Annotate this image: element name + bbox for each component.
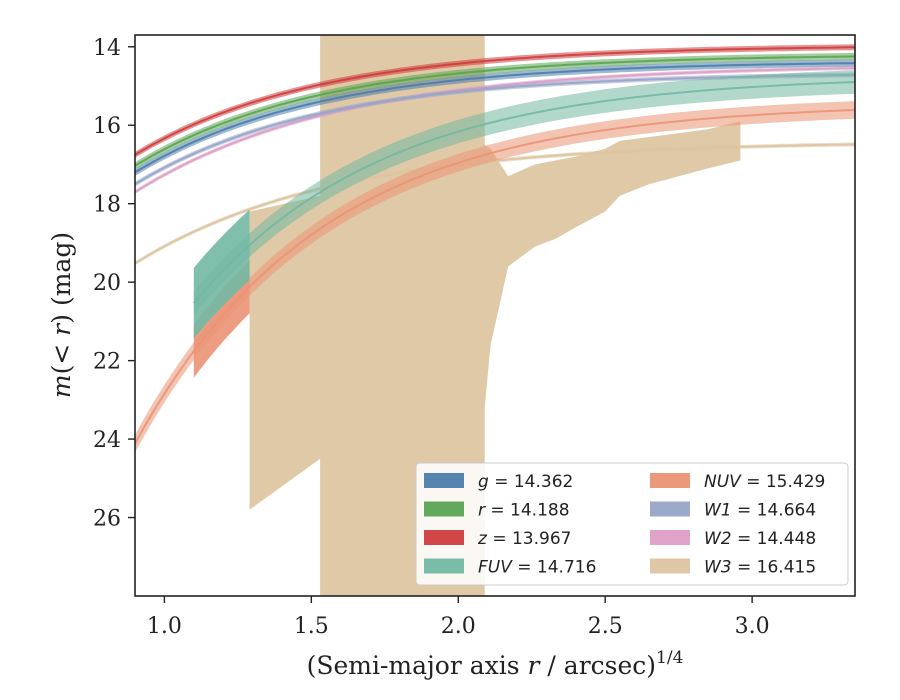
series-line-r	[135, 55, 855, 167]
x-tick-label: 2.5	[588, 614, 623, 639]
x-axis-label-var: r	[528, 651, 542, 680]
legend-swatch-w2	[650, 530, 690, 545]
y-tick-label: 18	[93, 193, 121, 218]
y-axis-label-var: r	[47, 322, 76, 336]
x-axis-label-exp: 1/4	[656, 648, 683, 668]
x-axis-label-main: (Semi-major axis	[307, 651, 528, 680]
legend-label-z: z = 13.967	[477, 529, 571, 549]
y-tick-label: 22	[93, 350, 121, 375]
legend: g = 14.362 r = 14.188 z = 13.967 FUV = 14.7…	[415, 462, 849, 586]
series-line-g	[135, 62, 855, 174]
plot-frame	[134, 34, 856, 597]
x-tick-label: 1.5	[294, 614, 329, 639]
y-axis-label: m(< r) (mag)	[47, 232, 76, 398]
legend-swatch-fuv	[424, 558, 464, 574]
legend-box	[415, 462, 849, 586]
legend-label-r: r = 14.188	[478, 501, 570, 521]
legend-label-nuv: NUV = 15.429	[704, 472, 825, 492]
legend-label-fuv: FUV = 14.716	[478, 558, 596, 578]
y-tick-label: 14	[93, 36, 121, 61]
series-line-z	[135, 46, 855, 156]
x-tick-label: 1.0	[147, 614, 182, 639]
series-line-fuv	[193, 81, 855, 304]
y-tick-label: 24	[93, 428, 121, 453]
x-axis-label-tail: / arcsec)	[539, 651, 656, 680]
legend-label-w2: W2 = 14.448	[704, 529, 816, 549]
series-layer	[135, 35, 855, 596]
legend-swatch-g	[424, 473, 464, 488]
legend-swatch-w3	[650, 558, 690, 574]
legend-swatch-nuv	[650, 473, 690, 488]
y-axis-label-paren: (<	[47, 336, 76, 375]
y-tick-label: 20	[93, 271, 121, 296]
series-band-fuv	[193, 70, 855, 315]
x-tick-label: 3.0	[735, 614, 770, 639]
series-inner-band-fuv	[193, 209, 250, 339]
y-axis-label-m: m	[47, 374, 76, 398]
legend-label-g: g = 14.362	[478, 472, 573, 492]
x-axis-label: (Semi-major axis r / arcsec)1/4	[307, 648, 684, 680]
axis-ticks: 1.0 1.5 2.0 2.5 3.0 14 16 18 20 22 24 26	[93, 36, 770, 639]
series-line-nuv	[135, 109, 855, 445]
y-axis-label-post: ) (mag)	[47, 232, 76, 324]
legend-swatch-z	[424, 530, 464, 545]
legend-swatch-r	[424, 501, 464, 517]
legend-swatch-w1	[650, 501, 690, 517]
x-tick-label: 2.0	[441, 614, 476, 639]
legend-label-w1: W1 = 14.664	[704, 501, 816, 521]
y-tick-label: 16	[93, 114, 121, 139]
legend-label-w3: W3 = 16.415	[704, 558, 816, 578]
y-tick-label: 26	[93, 507, 121, 532]
